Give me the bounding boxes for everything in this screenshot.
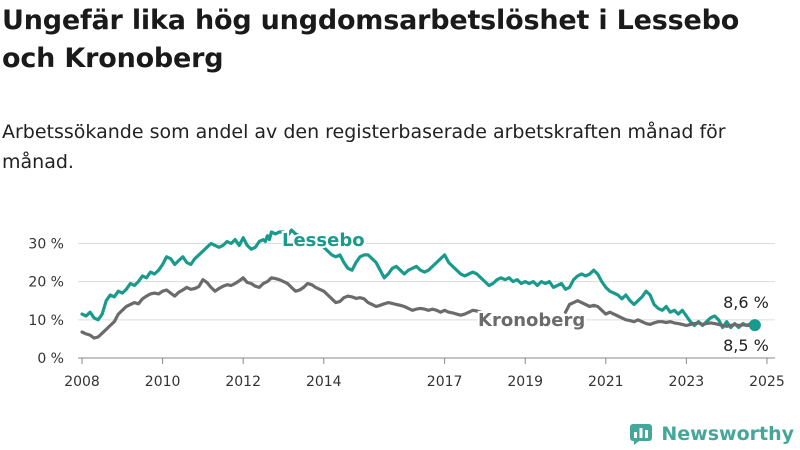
newsworthy-logo: Newsworthy — [629, 422, 794, 446]
end-value-kronoberg: 8,5 % — [723, 336, 769, 355]
x-tick-label: 2012 — [225, 374, 261, 390]
x-tick-label: 2025 — [749, 374, 785, 390]
x-tick-label: 2019 — [507, 374, 543, 390]
y-tick-label: 10 % — [28, 313, 64, 329]
end-value-lessebo: 8,6 % — [723, 293, 769, 312]
y-tick-label: 0 % — [37, 351, 64, 367]
x-tick-label: 2023 — [669, 374, 705, 390]
series-label-kronoberg: Kronoberg — [478, 310, 585, 331]
x-tick-label: 2021 — [588, 374, 624, 390]
grid-lines — [78, 242, 775, 359]
x-tick-label: 2008 — [64, 374, 100, 390]
series-line-lessebo — [80, 228, 757, 330]
series-labels: Lessebo Kronoberg 8,6 % 8,5 % — [280, 228, 769, 355]
chart-subtitle: Arbetssökande som andel av den registerb… — [2, 121, 726, 173]
y-axis-ticks: 0 % 10 % 20 % 30 % — [28, 236, 64, 367]
newsworthy-logo-icon — [630, 424, 653, 445]
x-tick-label: 2010 — [145, 374, 181, 390]
x-tick-label: 2017 — [427, 374, 463, 390]
series-lines — [80, 228, 761, 340]
chart-title: Ungefär lika hög ungdomsarbetslöshet i L… — [2, 5, 740, 74]
newsworthy-logo-text: Newsworthy — [661, 423, 794, 445]
x-tick-label: 2014 — [306, 374, 342, 390]
end-point-marker — [748, 319, 761, 332]
y-tick-label: 30 % — [28, 236, 64, 252]
y-tick-label: 20 % — [28, 275, 64, 291]
series-line-kronoberg — [80, 276, 757, 340]
series-label-lessebo: Lessebo — [282, 230, 365, 251]
x-axis: 2008 2010 2012 2014 2017 2019 2021 2023 2025 — [64, 358, 785, 390]
